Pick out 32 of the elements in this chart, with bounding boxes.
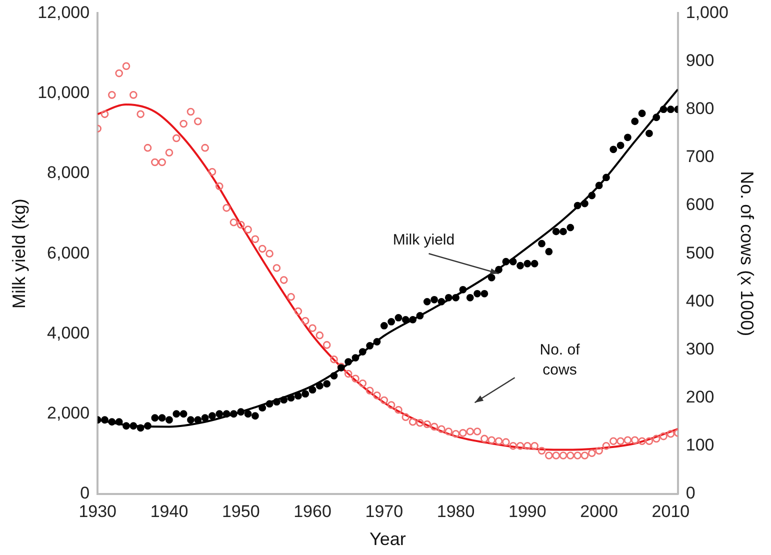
y-tick-label: 8,000 [47,163,90,182]
y2-tick-label: 500 [686,243,714,262]
x-axis-title: Year [370,529,406,550]
y-tick-label: 0 [80,484,90,503]
x-tick-label: 1930 [78,502,117,521]
x-tick-label: 1990 [508,502,546,521]
annotation: No. of cows [540,341,581,378]
y2-tick-label: 200 [686,388,714,407]
y2-tick-label: 900 [686,50,714,70]
y-tick-label: 6,000 [47,243,90,262]
y-tick-label: 4,000 [47,323,90,342]
x-tick-label: 1940 [150,502,188,521]
y-tick-label: 2,000 [47,404,90,423]
x-tick-label: 1960 [294,502,332,521]
y2-axis-title: No. of cows (x 1000) [737,171,758,336]
y2-tick-label: 100 [686,436,714,455]
y2-tick-label: 0 [686,484,696,503]
y-axis-title: Milk yield (kg) [8,198,29,309]
x-tick-label: 1970 [365,502,404,521]
x-tick-label: 1950 [222,502,260,521]
annotation: Milk yield [392,231,455,248]
y2-tick-label: 700 [686,147,714,166]
y2-tick-label: 1,000 [686,2,728,22]
y-tick-label: 10,000 [38,83,90,102]
y2-tick-label: 800 [686,99,714,118]
y2-tick-label: 300 [686,339,714,358]
y2-tick-label: 600 [686,195,714,214]
y2-tick-label: 400 [686,291,714,310]
x-tick-label: 2000 [580,502,618,521]
x-tick-label: 1980 [436,502,475,521]
x-tick-label: 2010 [652,502,690,521]
y-tick-label: 12,000 [38,2,90,22]
